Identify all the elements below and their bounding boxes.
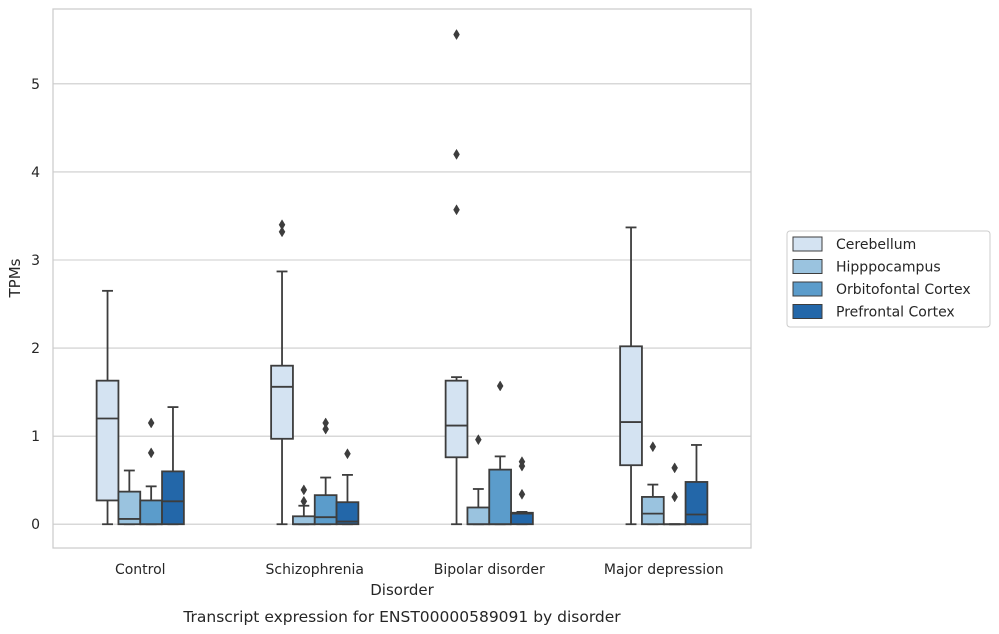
x-tick-label: Major depression (604, 562, 724, 578)
outlier-point (147, 447, 155, 459)
box-iqr (95, 379, 120, 502)
outlier-point (518, 488, 526, 500)
x-tick-label: Schizophrenia (266, 562, 364, 578)
x-tick-label: Control (115, 562, 166, 578)
outlier-point (278, 226, 286, 238)
legend-frame (786, 230, 991, 328)
x-axis-ticks: Control Schizophrenia Bipolar disorder Majo… (115, 562, 724, 578)
box-iqr (161, 470, 185, 526)
outlier-point (300, 495, 308, 507)
box-group (161, 406, 185, 526)
y-tick-label: 2 (31, 341, 40, 357)
legend-swatch (792, 236, 823, 252)
box-group (662, 462, 687, 526)
box-plot-series (95, 29, 709, 526)
outlier-point (322, 423, 329, 435)
legend-label: Prefrontal Cortex (836, 305, 955, 321)
outlier-point (453, 29, 460, 41)
box-iqr (488, 468, 512, 526)
grid-lines (53, 83, 751, 525)
box-group (117, 469, 142, 526)
box-iqr (684, 481, 709, 526)
x-axis-label: Disorder (370, 581, 434, 599)
outlier-point (453, 148, 460, 160)
box-group (335, 448, 360, 526)
legend-item: Orbitofontal Cortex (792, 281, 971, 298)
outlier-point (278, 219, 286, 231)
box-iqr (139, 499, 163, 526)
box-group (466, 434, 491, 526)
box-iqr (335, 501, 360, 526)
outlier-point (475, 434, 482, 446)
y-tick-label: 4 (31, 165, 40, 181)
box-group (139, 417, 163, 526)
legend-label: Cerebellum (836, 237, 916, 253)
outlier-point (649, 441, 657, 453)
y-axis-label: TPMs (6, 258, 24, 298)
box-iqr (466, 506, 491, 526)
box-group (270, 219, 294, 526)
outlier-point (147, 417, 155, 429)
outlier-point (453, 204, 460, 216)
legend-item: Prefrontal Cortex (792, 304, 955, 321)
box-group (641, 441, 665, 526)
legend-label: Orbitofontal Cortex (836, 282, 971, 298)
box-group (619, 226, 643, 526)
y-tick-label: 0 (31, 517, 40, 533)
box-group (95, 289, 120, 526)
y-tick-label: 1 (31, 429, 40, 445)
box-group (510, 456, 534, 526)
box-iqr (270, 364, 294, 440)
y-tick-label: 3 (31, 253, 40, 269)
outlier-point (496, 380, 504, 392)
y-tick-label: 5 (31, 77, 40, 93)
outlier-point (344, 448, 351, 460)
legend-item: Cerebellum (792, 236, 916, 253)
outlier-point (300, 484, 308, 496)
box-group (684, 444, 709, 526)
box-group (292, 484, 316, 526)
box-iqr (444, 379, 469, 459)
plot-area-frame (52, 8, 752, 549)
chart-caption: Transcript expression for ENST0000058909… (182, 608, 621, 626)
legend-swatch (792, 304, 823, 319)
box-iqr (292, 515, 316, 526)
outlier-point (671, 491, 678, 503)
legend-swatch (792, 259, 823, 274)
box-group (444, 29, 469, 526)
box-group (313, 417, 338, 526)
outlier-point (322, 417, 329, 429)
legend-label: Hipppocampus (836, 260, 941, 276)
box-iqr (641, 496, 665, 526)
box-group (488, 380, 512, 526)
outlier-point (518, 456, 526, 468)
box-iqr (313, 494, 338, 526)
outlier-point (671, 462, 678, 474)
y-axis-ticks: 0 1 2 3 4 5 (31, 77, 40, 533)
legend: Cerebellum Hipppocampus Orbitofontal Corte… (786, 230, 991, 328)
legend-item: Hipppocampus (792, 259, 941, 276)
x-tick-label: Bipolar disorder (434, 562, 545, 578)
box-iqr (619, 345, 643, 467)
legend-swatch (792, 281, 823, 297)
